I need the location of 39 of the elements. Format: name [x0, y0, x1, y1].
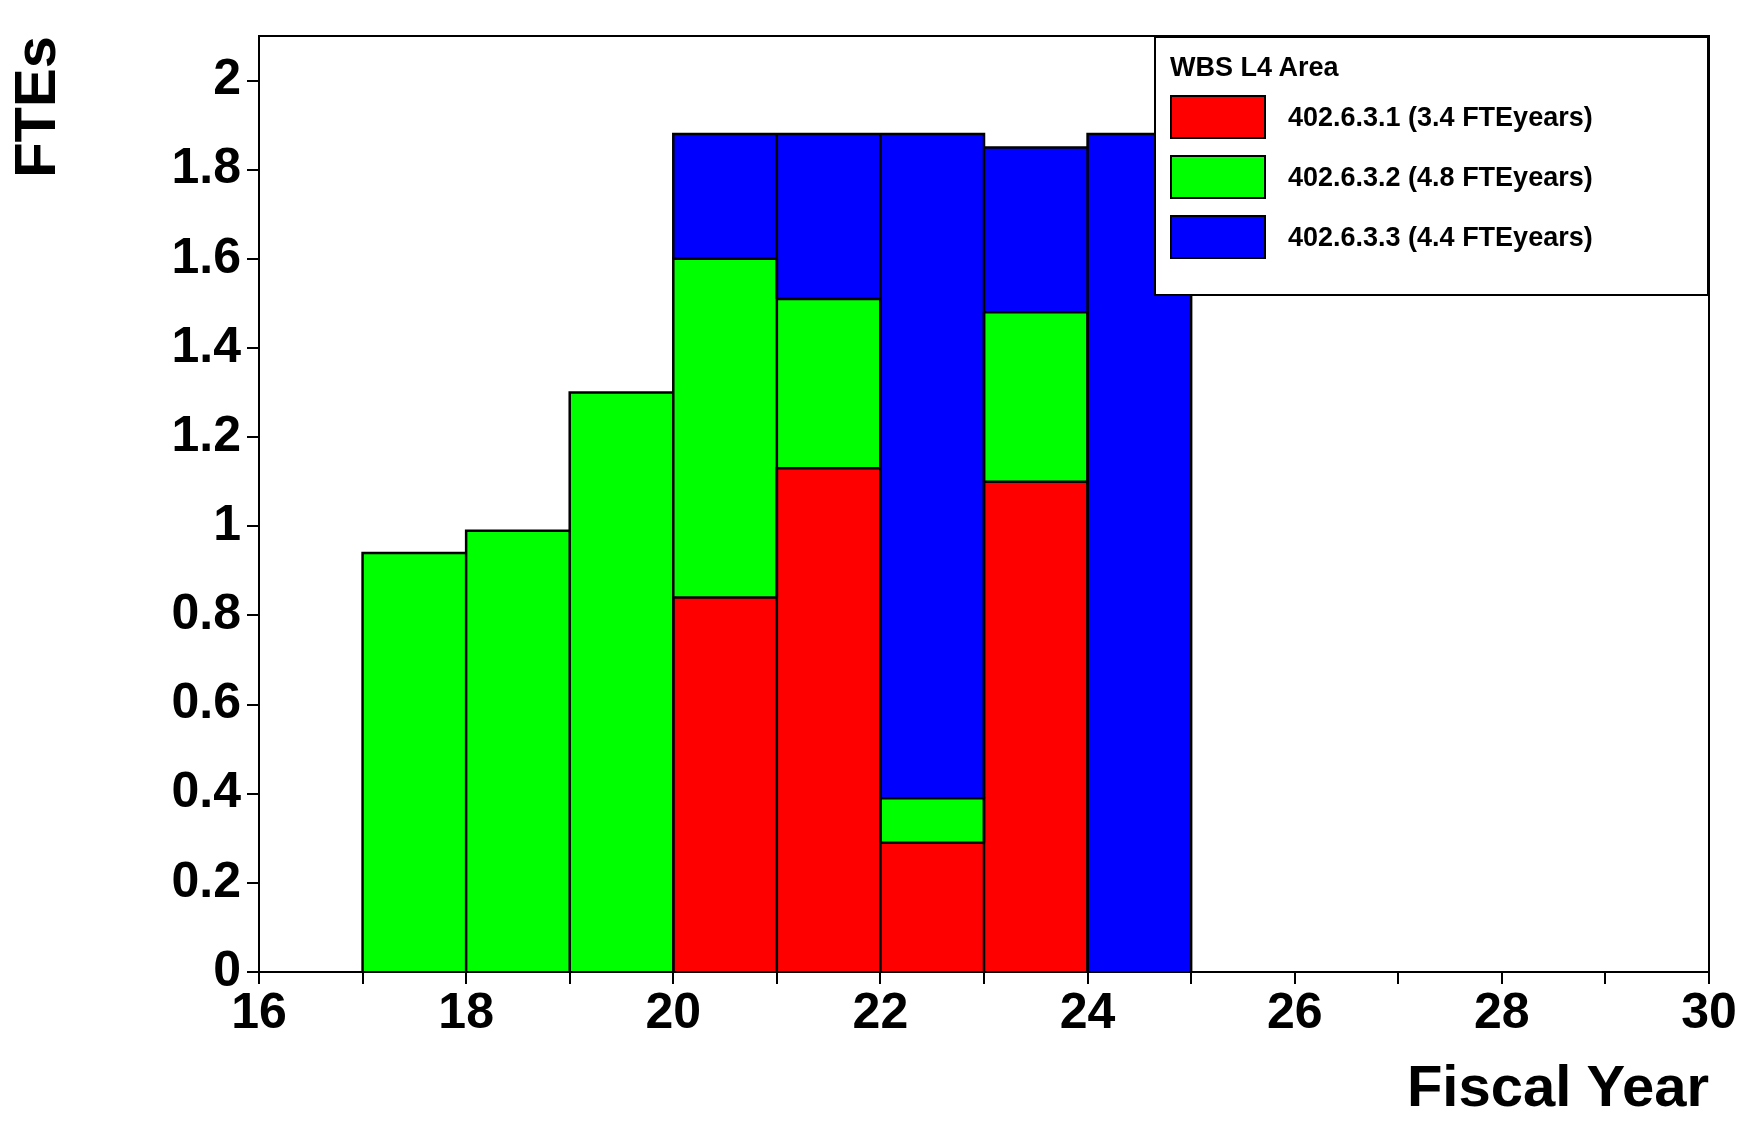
y-tick-label: 0.4 [171, 762, 242, 819]
bar [879, 132, 986, 800]
y-tick-label: 1.2 [171, 405, 241, 462]
legend-label: 402.6.3.3 (4.4 FTEyears) [1288, 221, 1593, 253]
bar [672, 132, 779, 261]
bar [775, 132, 882, 301]
x-tick-label: 30 [1681, 982, 1737, 1039]
bar [879, 841, 986, 973]
bar [775, 467, 882, 973]
bar [982, 146, 1089, 314]
y-tick-label: 0.6 [171, 673, 241, 730]
x-tick-label: 26 [1266, 982, 1323, 1039]
bar [982, 311, 1089, 483]
y-tick-label: 1.6 [171, 227, 241, 284]
bar [672, 596, 779, 973]
y-tick-label: 1 [213, 495, 241, 552]
y-tick-label: 1.4 [171, 316, 242, 373]
x-tick-label: 22 [852, 982, 909, 1039]
x-tick-label: 24 [1059, 982, 1116, 1039]
legend-label: 402.6.3.1 (3.4 FTEyears) [1288, 101, 1593, 133]
y-tick-label: 1.8 [171, 138, 241, 195]
legend-title: WBS L4 Area [1170, 52, 1340, 83]
y-tick-label: 2 [213, 49, 241, 106]
bar [879, 796, 986, 844]
bar [1086, 132, 1193, 973]
bar [672, 257, 779, 599]
bar [775, 297, 882, 470]
x-tick-label: 20 [645, 982, 702, 1039]
x-axis-title: Fiscal Year [1406, 1053, 1709, 1119]
y-tick-label: 0.2 [171, 851, 241, 908]
y-axis-title: FTEs [1, 36, 67, 178]
bar [982, 480, 1089, 973]
bar [568, 391, 675, 973]
legend-label: 402.6.3.2 (4.8 FTEyears) [1288, 161, 1593, 193]
bar [361, 551, 468, 973]
x-tick-label: 18 [438, 982, 494, 1039]
y-tick-label: 0.8 [171, 584, 241, 641]
bar [464, 529, 571, 973]
x-tick-label: 28 [1474, 982, 1530, 1039]
